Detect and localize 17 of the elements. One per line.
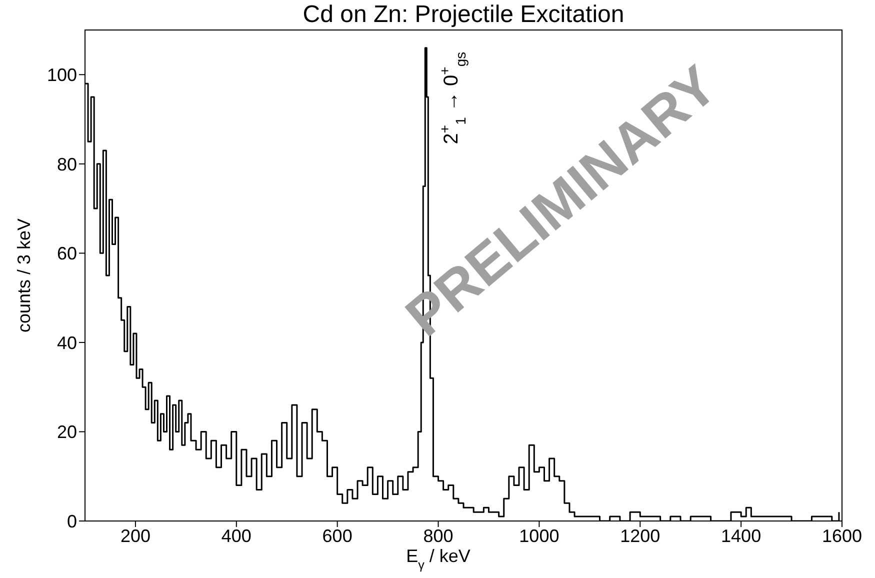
- x-tick-label: 1400: [721, 526, 762, 546]
- x-tick-label: 1000: [519, 526, 560, 546]
- y-tick-label: 20: [56, 422, 77, 442]
- x-tick-label: 1600: [822, 526, 862, 546]
- x-tick-label: 1200: [620, 526, 660, 546]
- x-tick-label: 800: [423, 526, 454, 546]
- y-axis-title: counts / 3 keV: [14, 218, 34, 333]
- x-tick-label: 400: [221, 526, 252, 546]
- chart-title: Cd on Zn: Projectile Excitation: [302, 1, 624, 28]
- y-tick-label: 100: [46, 65, 77, 86]
- y-tick-label: 0: [66, 511, 77, 532]
- y-tick-label: 60: [56, 244, 77, 264]
- y-tick-label: 80: [56, 154, 77, 174]
- x-tick-label: 200: [120, 526, 150, 546]
- x-axis-title: E$_{γ}$ / keV: [406, 546, 470, 572]
- x-tick-label: 600: [322, 526, 352, 546]
- y-tick-label: 40: [56, 332, 77, 353]
